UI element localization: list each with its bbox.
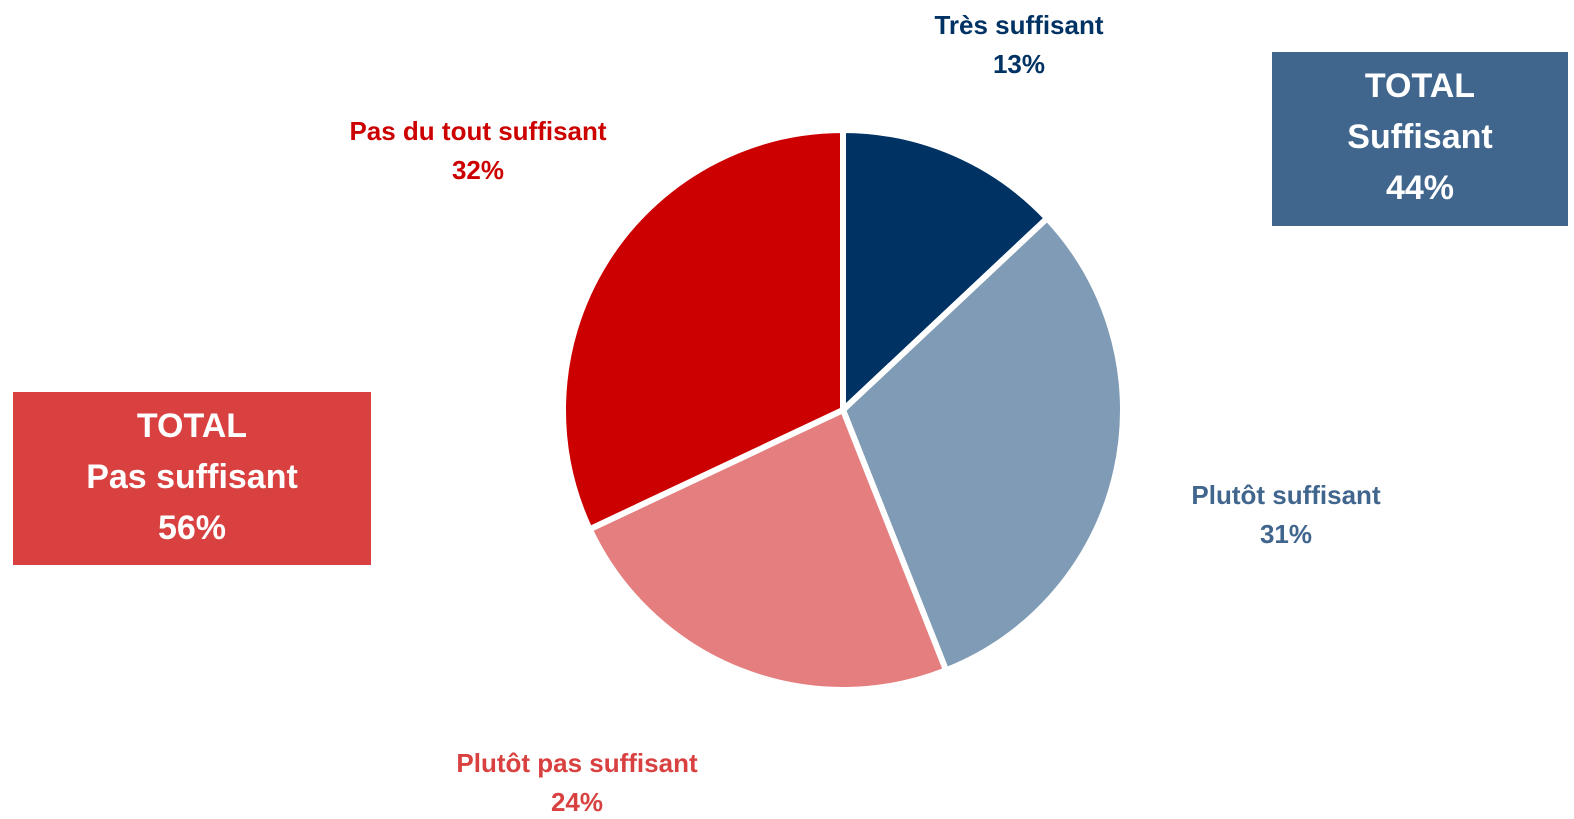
slice-value: 13% <box>993 49 1045 79</box>
slice-value: 24% <box>551 787 603 817</box>
total-label: TOTAL <box>1365 67 1475 105</box>
total-label: Pas suffisant <box>86 458 298 496</box>
total-label: Suffisant <box>1347 118 1492 156</box>
total-value: 56% <box>158 509 226 547</box>
slice-label: Plutôt suffisant <box>1191 480 1381 510</box>
slice-label: Très suffisant <box>934 10 1103 40</box>
total-box <box>1272 52 1568 226</box>
pie-slice <box>839 214 1126 675</box>
slice-value: 32% <box>452 155 504 185</box>
slice-value: 31% <box>1260 519 1312 549</box>
slice-label: Plutôt pas suffisant <box>456 748 698 778</box>
total-box <box>13 392 371 565</box>
pie-slice <box>560 126 846 534</box>
total-label: TOTAL <box>137 407 247 445</box>
pie-slice <box>840 126 1052 417</box>
pie-slice <box>585 405 950 693</box>
slice-label: Pas du tout suffisant <box>349 116 606 146</box>
total-value: 44% <box>1386 169 1454 207</box>
